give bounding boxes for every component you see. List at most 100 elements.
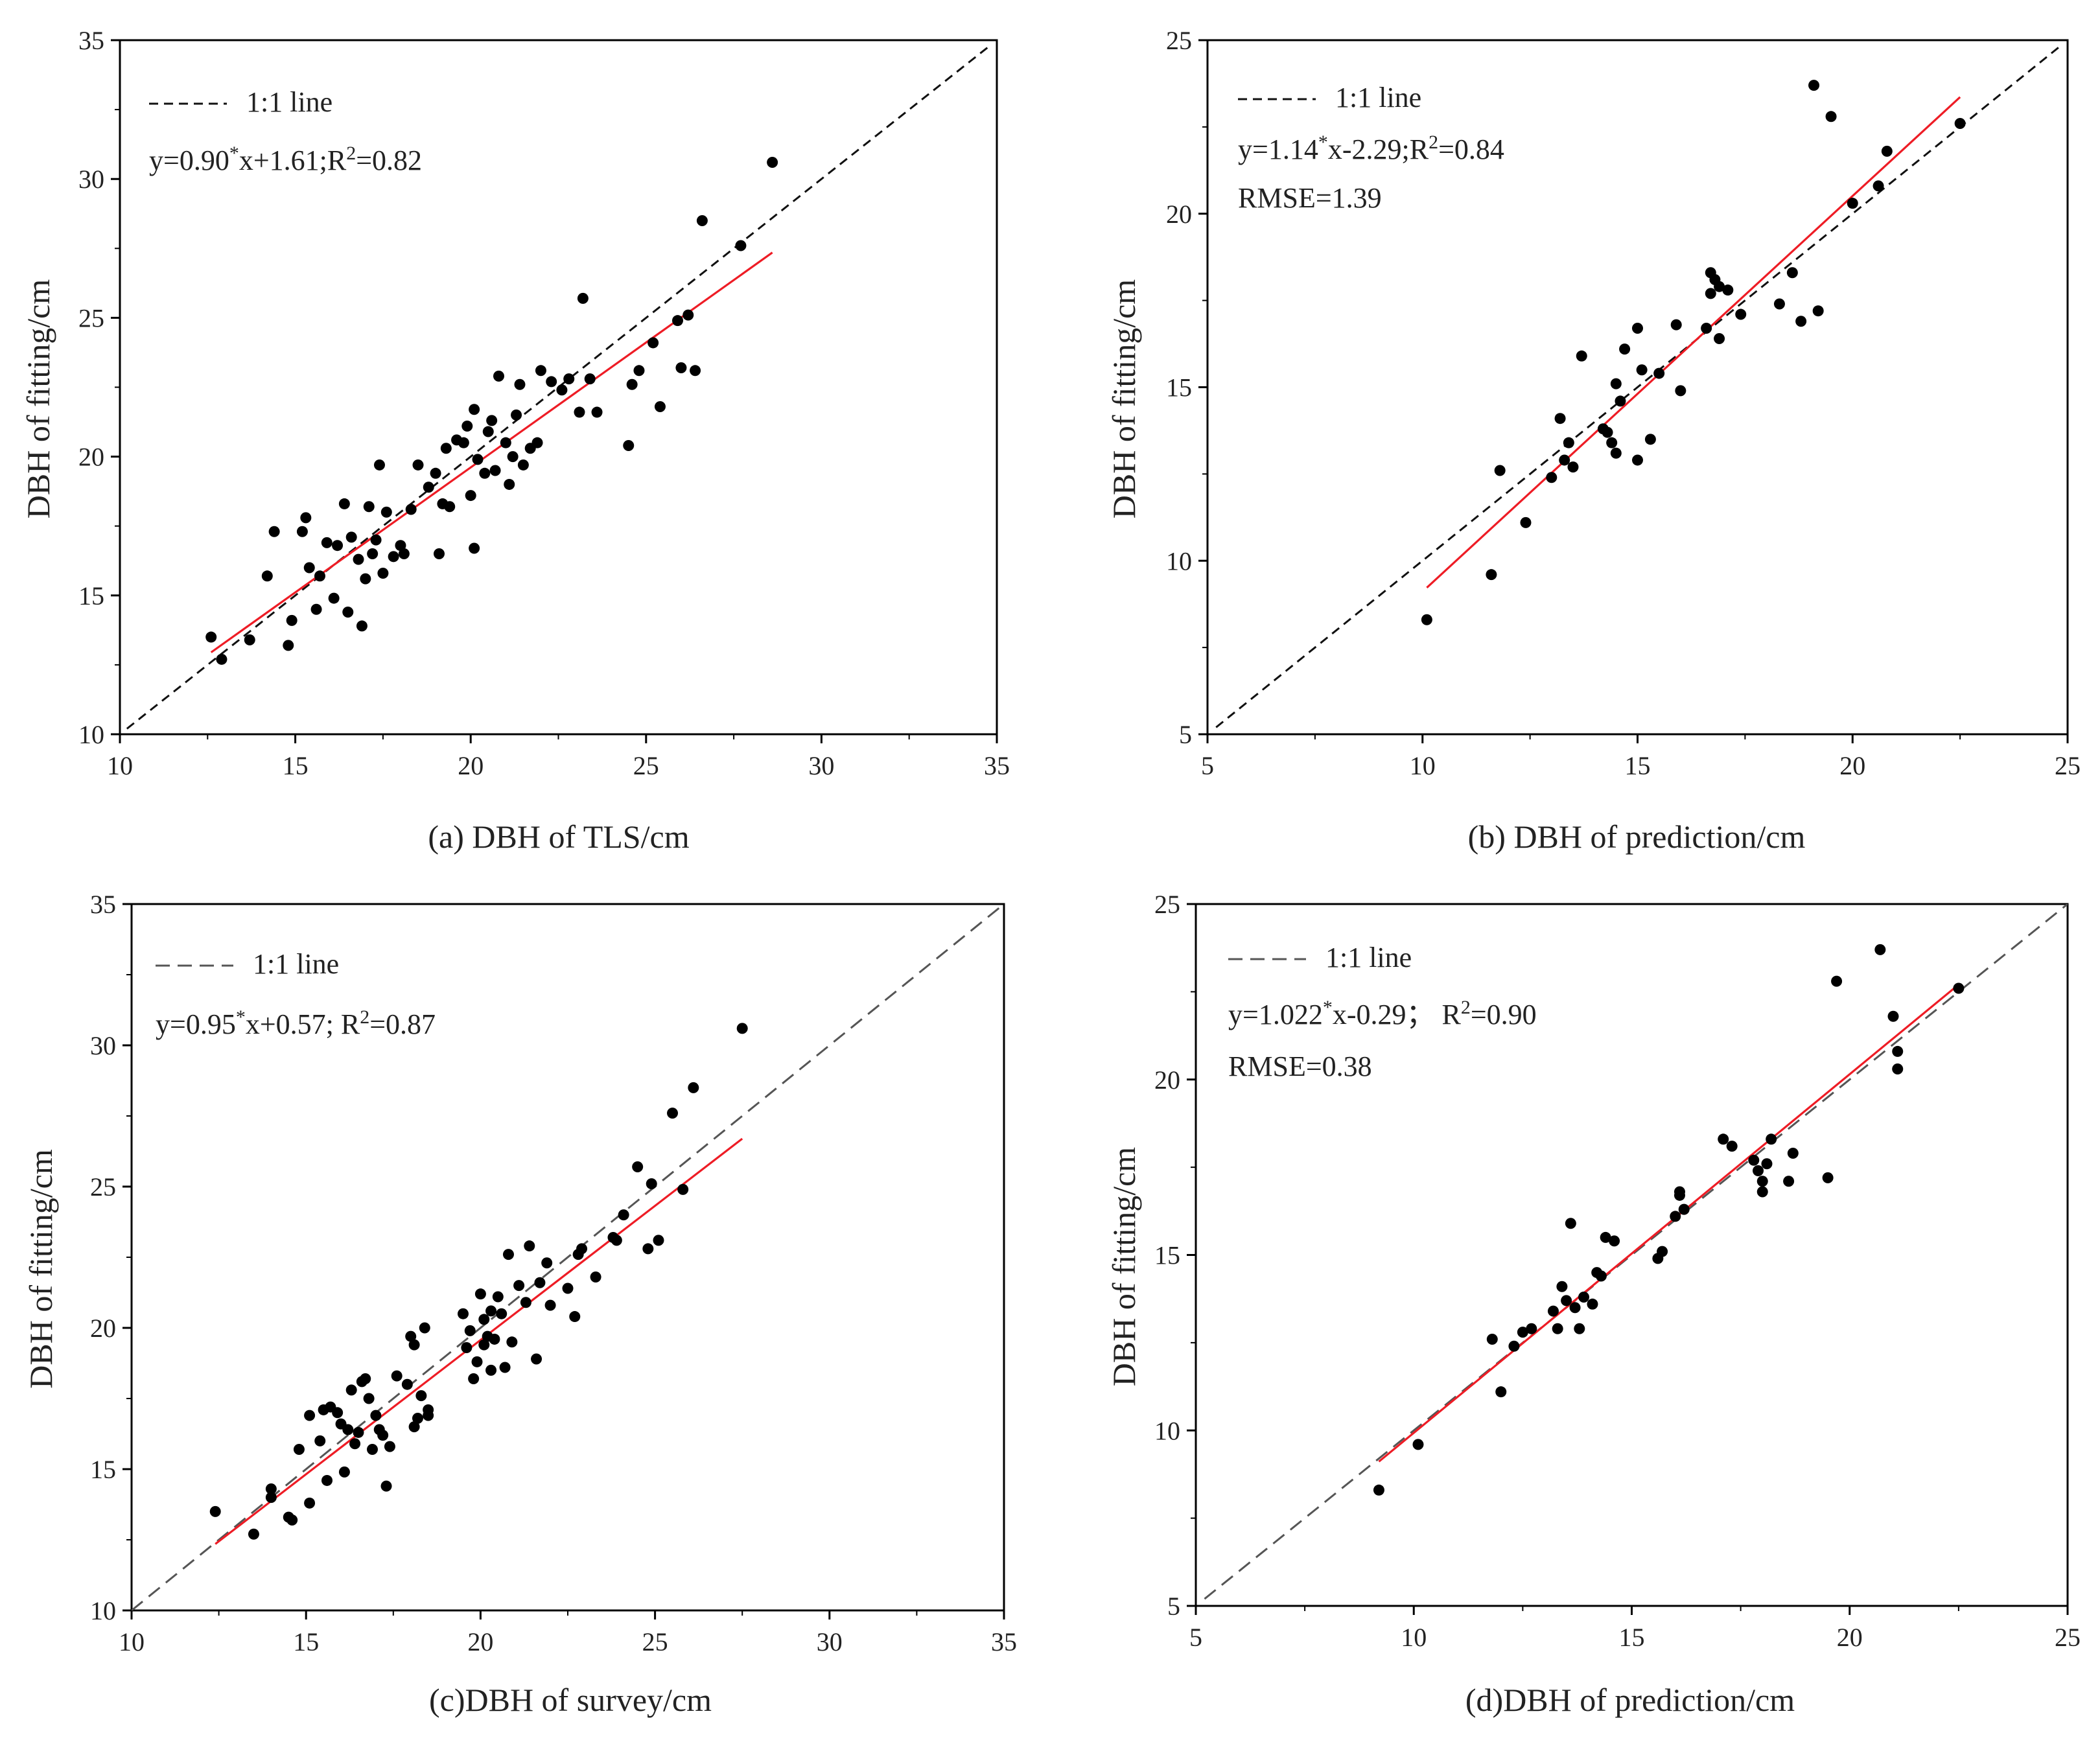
y-tick-label: 10	[78, 720, 104, 749]
data-point	[1787, 1147, 1799, 1159]
data-point	[690, 365, 701, 377]
data-point	[373, 459, 385, 470]
data-point	[1517, 1327, 1528, 1338]
y-tick-label: 25	[78, 303, 104, 332]
plot-area	[126, 45, 991, 730]
data-point	[1526, 1323, 1537, 1334]
data-point	[1574, 1323, 1585, 1334]
y-tick-label: 15	[78, 581, 104, 610]
x-tick-label: 20	[467, 1627, 493, 1656]
y-tick-label: 10	[90, 1596, 116, 1625]
data-point	[1556, 1281, 1568, 1292]
data-point	[1554, 413, 1566, 424]
data-point	[415, 1390, 427, 1402]
y-axis-label: DBH of fitting/cm	[1106, 1147, 1142, 1387]
data-point	[672, 315, 684, 327]
data-point	[377, 568, 389, 579]
data-point	[353, 1426, 364, 1438]
equation-star: *	[229, 143, 239, 164]
data-point	[391, 1370, 402, 1382]
x-tick-label: 10	[1410, 751, 1436, 780]
data-point	[623, 439, 635, 451]
data-point	[1602, 426, 1613, 438]
data-point	[1636, 364, 1648, 376]
data-point	[419, 1322, 430, 1334]
data-point	[682, 309, 694, 321]
data-point	[486, 415, 498, 426]
data-point	[332, 1407, 344, 1419]
data-point	[1578, 1291, 1590, 1303]
x-tick-label: 30	[817, 1627, 843, 1656]
data-point	[1892, 1045, 1904, 1057]
rmse-label: RMSE=1.39	[1238, 182, 1382, 214]
data-point	[469, 404, 480, 415]
equation-sup: 2	[360, 1006, 369, 1028]
data-point	[283, 640, 294, 651]
x-tick-label: 25	[642, 1627, 668, 1656]
data-point	[1735, 308, 1747, 320]
y-tick-label: 5	[1179, 720, 1192, 749]
data-point	[1508, 1340, 1520, 1352]
data-point	[485, 1305, 497, 1317]
data-point	[1783, 1176, 1795, 1187]
data-point	[632, 1161, 644, 1172]
data-point	[688, 1082, 699, 1093]
equation-mid: x+0.57; R	[246, 1008, 360, 1040]
data-point	[531, 1353, 542, 1365]
x-tick-label: 25	[633, 751, 659, 780]
data-point	[433, 548, 445, 560]
data-point	[1653, 367, 1665, 379]
x-tick-label: 15	[283, 751, 309, 780]
data-point	[1726, 1141, 1738, 1152]
data-point	[360, 573, 371, 585]
data-point	[1953, 982, 1965, 994]
data-point	[423, 482, 434, 493]
data-point	[696, 215, 708, 226]
y-axis-label: DBH of fitting/cm	[1106, 279, 1142, 519]
data-point	[468, 1373, 480, 1384]
data-point	[1718, 1133, 1729, 1145]
data-point	[520, 1297, 531, 1308]
y-tick-label: 35	[78, 26, 104, 55]
data-point	[489, 465, 501, 476]
data-point	[370, 534, 382, 546]
chart-panel-d: 5 10 15 20 25 5 10 15 20 25 (d)DBH of prediction/c…	[1106, 890, 2081, 1718]
data-point	[642, 1243, 654, 1255]
data-point	[265, 1492, 277, 1503]
y-axis-label: DBH of fitting/cm	[20, 279, 56, 519]
data-point	[1547, 1305, 1559, 1317]
data-point	[205, 631, 217, 643]
equation-pre: y=1.14	[1238, 134, 1318, 165]
data-point	[1892, 1063, 1904, 1075]
data-point	[458, 437, 469, 448]
data-point	[303, 562, 315, 574]
rmse-label: RMSE=0.38	[1228, 1051, 1372, 1082]
data-point	[304, 1410, 316, 1421]
data-point	[1675, 385, 1686, 397]
legend-label: 1:1 line	[1335, 82, 1421, 113]
x-tick-label: 25	[2055, 1623, 2081, 1652]
equation-pre: y=0.95	[156, 1008, 236, 1040]
y-tick-label: 25	[1166, 26, 1192, 55]
data-point	[1674, 1189, 1685, 1201]
data-point	[465, 490, 476, 502]
data-point	[1610, 447, 1622, 459]
regression-equation: y=1.14*x-2.29;R2=0.84	[1238, 132, 1504, 165]
data-point	[1874, 944, 1886, 955]
data-point	[736, 1023, 748, 1034]
data-point	[546, 376, 557, 388]
regression-fit-line	[215, 1137, 743, 1545]
data-point	[408, 1339, 420, 1351]
data-point	[1632, 322, 1643, 334]
x-axis-label: (d)DBH of prediction/cm	[1465, 1682, 1795, 1718]
data-point	[363, 501, 375, 513]
regression-equation: y=0.90*x+1.61;R2=0.82	[149, 143, 422, 176]
legend-label: 1:1 line	[253, 948, 339, 980]
data-point	[380, 1480, 392, 1492]
data-point	[735, 240, 747, 251]
y-tick-label: 15	[1154, 1241, 1180, 1270]
data-point	[1615, 395, 1626, 407]
data-point	[461, 420, 473, 432]
data-point	[1714, 281, 1725, 292]
data-point	[1606, 437, 1618, 448]
